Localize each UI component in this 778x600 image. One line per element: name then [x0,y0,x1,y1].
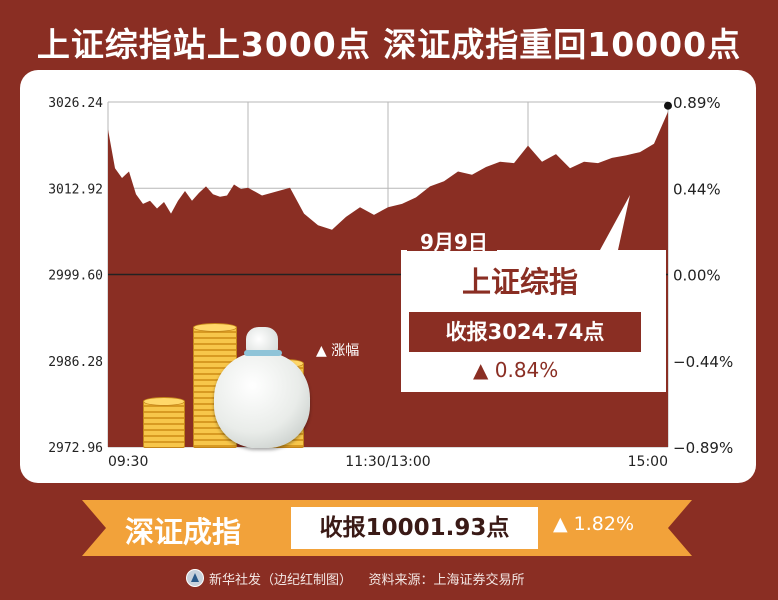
x-tick-label: 09:30 [108,454,148,470]
x-tick-label: 11:30/13:00 [345,454,430,470]
up-arrow-icon: ▲ [553,513,568,535]
y-tick-label: 2999.60 [48,269,103,284]
legend-label: 涨幅 [331,343,360,359]
callout-close-value: 收报3024.74点 [407,310,643,354]
footer-source: 资料来源：上海证券交易所 [368,573,525,588]
banner-close-value: 收报10001.93点 [291,507,538,549]
y-tick-label: 3012.92 [48,182,103,197]
money-bag-tie [244,350,282,356]
callout-change: ▲ 0.84% [473,358,558,382]
callout-change-value: 0.84% [494,358,559,382]
y-tick-label: 2986.28 [48,355,103,370]
y2-tick-label: −0.44% [673,353,733,371]
x-axis: 09:30 11:30/13:00 15:00 [108,454,668,470]
xinhua-logo-icon [186,569,204,587]
y-axis-left: 3026.24 3012.92 2999.60 2986.28 2972.96 [48,96,103,456]
banner-change-value: 1.82% [573,513,635,535]
callout-date-tab [407,221,497,251]
y2-tick-label: 0.00% [673,267,721,285]
x-tick-label: 15:00 [628,454,668,470]
coin-stack-left [143,397,185,448]
legend-arrow-icon: ▲ [316,343,332,359]
headline: 上证综指站上3000点 深证成指重回10000点 [36,25,742,64]
footer: 新华社发（边纪红制图） 资料来源：上海证券交易所 [186,569,525,588]
y-axis-right: 0.89% 0.44% 0.00% −0.44% −0.89% [673,94,733,457]
legend: ▲ 涨幅 [316,340,359,360]
callout-date: 9月9日 [420,230,488,254]
series-end-marker [664,101,672,110]
y-tick-label: 3026.24 [48,96,103,111]
banner-change: ▲ 1.82% [553,513,634,535]
footer-credit: 新华社发（边纪红制图） [209,573,353,588]
y2-tick-label: 0.89% [673,94,721,112]
y2-tick-label: −0.89% [673,439,733,457]
money-bag-icon [214,352,310,448]
callout-index-name: 上证综指 [461,265,578,299]
banner-index-name: 深证成指 [125,515,242,549]
up-arrow-icon: ▲ [473,358,489,382]
y2-tick-label: 0.44% [673,180,721,198]
y-tick-label: 2972.96 [48,441,103,456]
